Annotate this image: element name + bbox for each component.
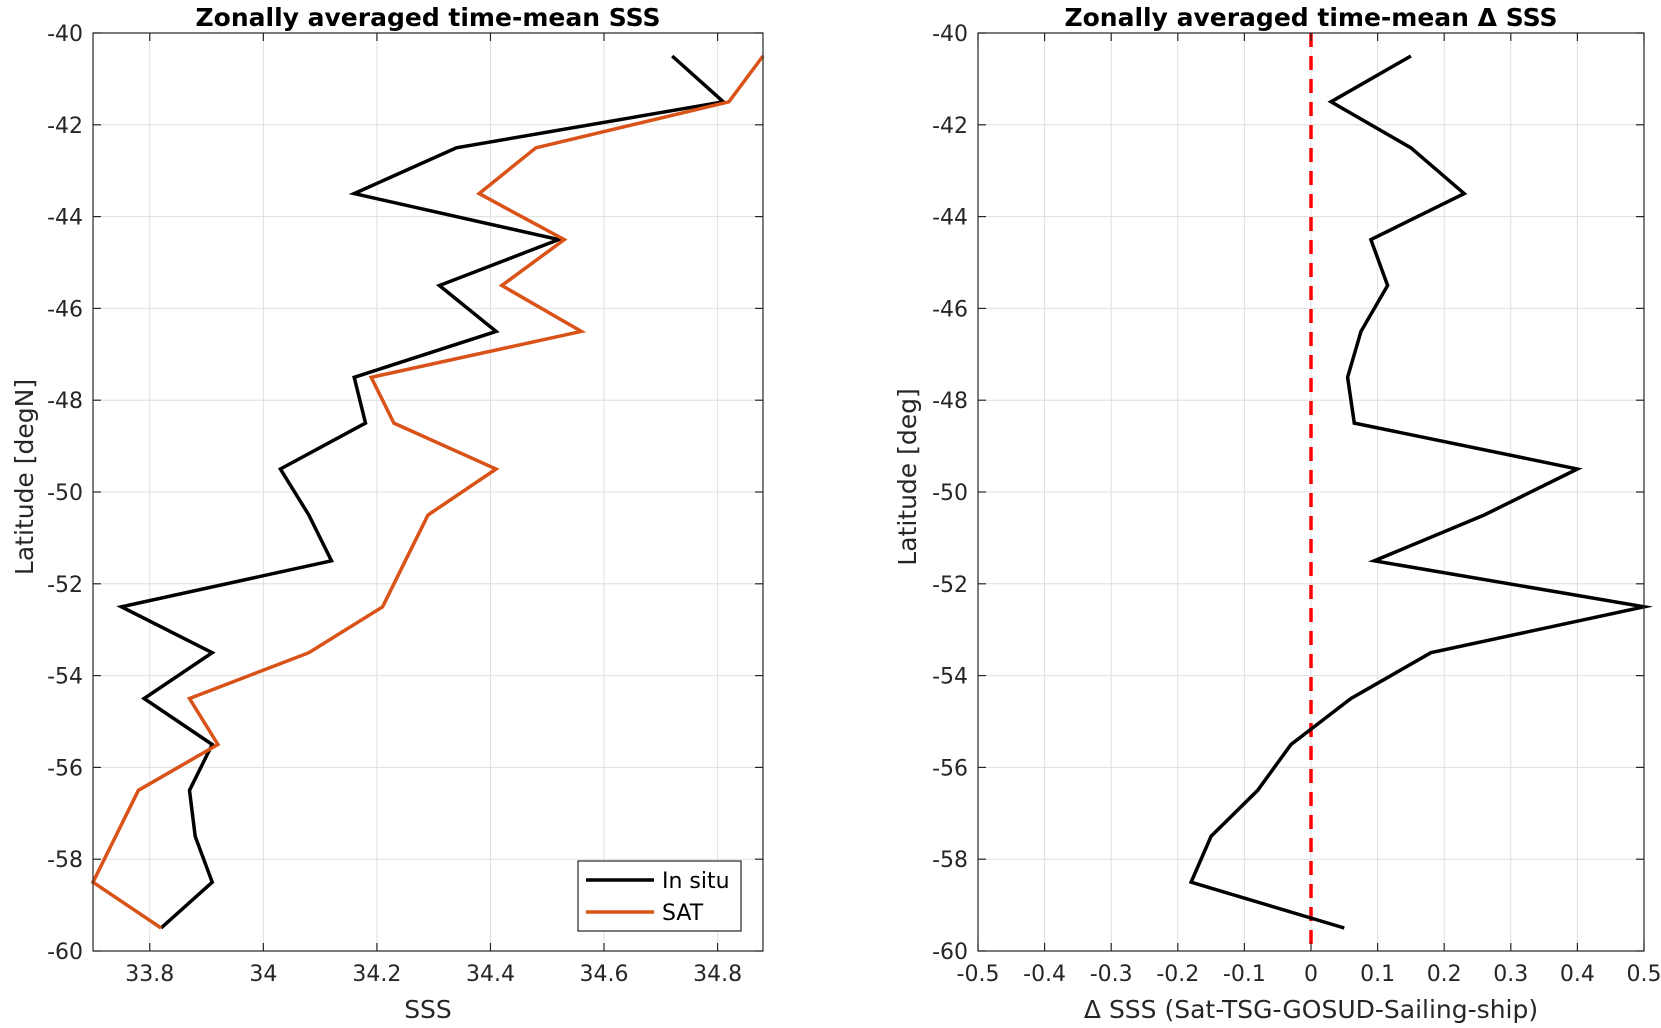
- x-tick-label: -0.2: [1156, 962, 1199, 987]
- y-tick-label: -52: [932, 573, 968, 598]
- y-tick-label: -40: [932, 22, 968, 47]
- x-tick-label: -0.3: [1090, 962, 1133, 987]
- y-tick-label: -44: [932, 206, 968, 231]
- y-tick-label: -50: [932, 481, 968, 506]
- legend-box: [577, 860, 742, 932]
- x-tick-label: 33.8: [125, 962, 174, 987]
- series-line-1: [1188, 54, 1654, 930]
- chart-panel-2: -0.5 -0.4 -0.3 -0.2 -0.1 0 0.1 0.2 0.3 0.4 0.5 -40 -…: [893, 3, 1661, 1024]
- y-tick-label: -48: [932, 389, 968, 414]
- chart-title: Zonally averaged time-mean SSS: [196, 3, 661, 32]
- y-axis-label: Latitude [deg]: [893, 388, 922, 565]
- chart-title: Zonally averaged time-mean Δ SSS: [1065, 3, 1558, 32]
- x-tick-label: -0.5: [957, 962, 1000, 987]
- y-tick-label: -44: [47, 206, 83, 231]
- y-tick-label: -52: [47, 573, 83, 598]
- x-tick-label: 34: [249, 962, 277, 987]
- y-tick-label: -54: [932, 665, 968, 690]
- x-tick-label: 0.4: [1560, 962, 1595, 987]
- chart-panel-1: 33.8 34 34.2 34.4 34.6 34.8 -40 -42 -44 -46 -48 -50…: [10, 3, 765, 1024]
- x-tick-label: 0.1: [1360, 962, 1395, 987]
- y-tick-label: -48: [47, 389, 83, 414]
- x-tick-label: 0: [1304, 962, 1318, 987]
- y-tick-label: -42: [47, 114, 83, 139]
- y-tick-label: -42: [932, 114, 968, 139]
- y-tick-label: -58: [47, 848, 83, 873]
- y-tick-label: -54: [47, 665, 83, 690]
- x-tick-label: -0.1: [1223, 962, 1266, 987]
- y-tick-label: -58: [932, 848, 968, 873]
- y-tick-label: -40: [47, 22, 83, 47]
- y-tick-label: -50: [47, 481, 83, 506]
- y-tick-label: -46: [47, 297, 83, 322]
- x-tick-label: 34.8: [693, 962, 742, 987]
- legend-label: In situ: [662, 869, 730, 894]
- x-tick-label: 34.6: [580, 962, 629, 987]
- y-tick-label: -56: [47, 756, 83, 781]
- x-axis-label: SSS: [404, 995, 452, 1024]
- series-line-in-situ: [116, 54, 728, 930]
- x-tick-label: 34.4: [466, 962, 515, 987]
- y-tick-label: -60: [932, 940, 968, 965]
- series-line-sat: [90, 54, 765, 930]
- x-tick-label: 0.2: [1427, 962, 1462, 987]
- x-axis-label: Δ SSS (Sat-TSG-GOSUD-Sailing-ship): [1084, 995, 1538, 1024]
- grid-lines: [93, 33, 763, 951]
- x-tick-label: -0.4: [1023, 962, 1066, 987]
- y-tick-label: -60: [47, 940, 83, 965]
- legend-label: SAT: [662, 901, 704, 926]
- x-tick-label: 0.3: [1493, 962, 1528, 987]
- legend: In situ SAT: [577, 860, 742, 932]
- x-tick-label: 0.5: [1627, 962, 1661, 987]
- y-tick-label: -46: [932, 297, 968, 322]
- y-axis-label: Latitude [degN]: [10, 379, 39, 575]
- grid-lines: [978, 33, 1644, 951]
- x-tick-label: 34.2: [352, 962, 401, 987]
- y-tick-label: -56: [932, 756, 968, 781]
